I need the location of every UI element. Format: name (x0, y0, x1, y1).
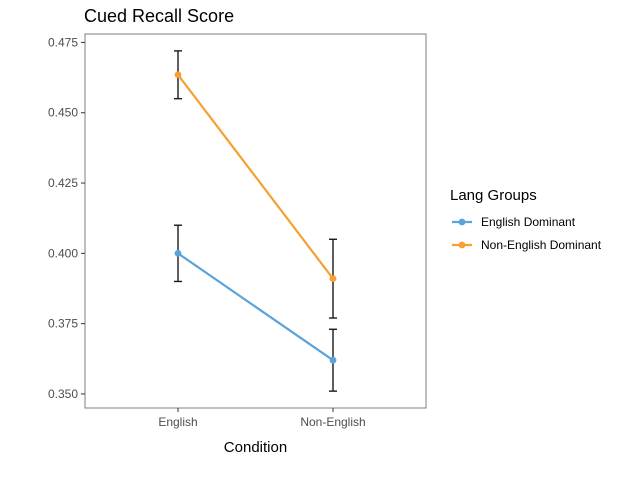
y-tick-label: 0.450 (48, 106, 78, 120)
legend-label: Non-English Dominant (481, 238, 602, 252)
x-tick-label: English (158, 415, 197, 429)
y-tick-label: 0.400 (48, 246, 78, 260)
legend-key-point (458, 218, 466, 226)
y-tick-label: 0.425 (48, 176, 78, 190)
x-tick-label: Non-English (300, 415, 365, 429)
legend: Lang Groups English Dominant Non-English … (450, 187, 602, 252)
y-tick-label: 0.350 (48, 387, 78, 401)
x-axis: English Non-English (158, 408, 366, 429)
legend-key-point (458, 241, 466, 249)
series-line (177, 252, 334, 362)
legend-title: Lang Groups (450, 187, 537, 204)
data-point (329, 356, 337, 364)
y-tick-label: 0.375 (48, 317, 78, 331)
series-line (177, 74, 334, 280)
data-point (329, 275, 337, 283)
chart-title: Cued Recall Score (84, 6, 234, 26)
plot-panel-border (84, 33, 427, 409)
legend-label: English Dominant (481, 215, 576, 229)
x-axis-title: Condition (224, 439, 287, 456)
data-point (174, 71, 182, 79)
series-layer (174, 50, 337, 392)
y-tick-label: 0.475 (48, 35, 78, 49)
y-axis: 0.350 0.375 0.400 0.425 0.450 0.475 (48, 35, 85, 401)
data-point (174, 249, 182, 257)
